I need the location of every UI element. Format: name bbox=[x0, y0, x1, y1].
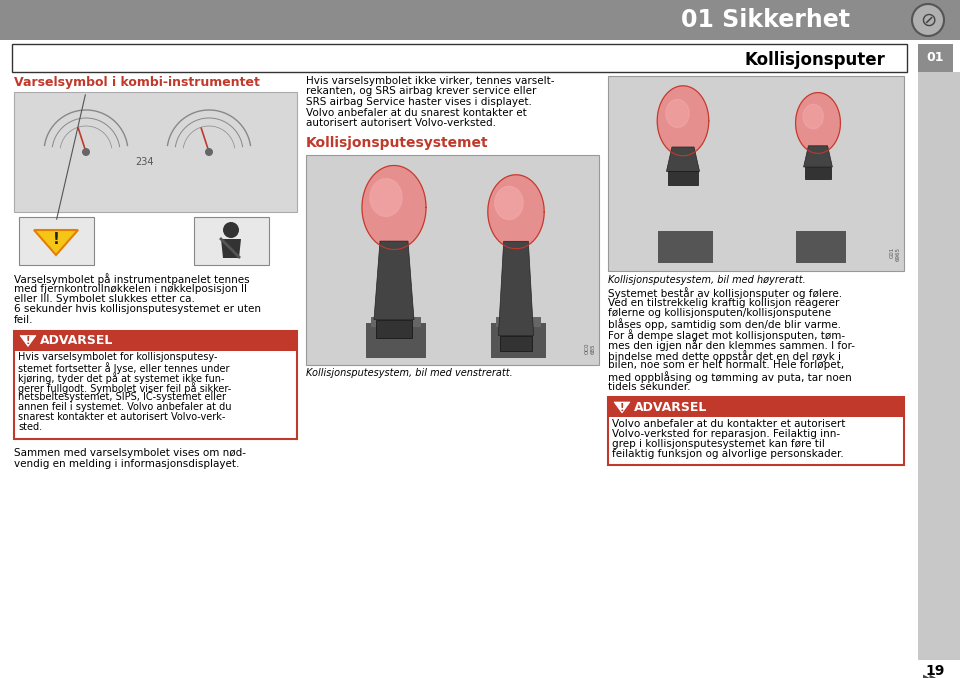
Bar bbox=[376, 319, 412, 338]
Text: ADVARSEL: ADVARSEL bbox=[40, 334, 113, 348]
Polygon shape bbox=[370, 178, 402, 216]
Bar bbox=[608, 397, 904, 465]
Text: !: ! bbox=[26, 336, 31, 346]
Circle shape bbox=[912, 4, 944, 36]
Text: sted.: sted. bbox=[18, 422, 42, 433]
Text: med fjernkontrollnøkkelen i nøkkelposisjon II: med fjernkontrollnøkkelen i nøkkelposisj… bbox=[14, 283, 247, 294]
Text: Systemet består av kollisjonsputer og følere.: Systemet består av kollisjonsputer og fø… bbox=[608, 287, 842, 299]
Text: Volvo-verksted for reparasjon. Feilaktig inn-: Volvo-verksted for reparasjon. Feilaktig… bbox=[612, 429, 840, 439]
Bar bbox=[12, 44, 907, 72]
Polygon shape bbox=[666, 100, 689, 127]
Text: OC0
685: OC0 685 bbox=[586, 343, 596, 355]
Bar bbox=[371, 317, 421, 327]
Text: Varselsymbol i kombi-instrumentet: Varselsymbol i kombi-instrumentet bbox=[14, 76, 260, 89]
Text: vendig en melding i informasjonsdisplayet.: vendig en melding i informasjonsdisplaye… bbox=[14, 459, 239, 469]
Text: 01 Sikkerhet: 01 Sikkerhet bbox=[681, 8, 850, 32]
Polygon shape bbox=[20, 336, 36, 346]
Text: grep i kollisjonsputesystemet kan føre til: grep i kollisjonsputesystemet kan føre t… bbox=[612, 439, 825, 449]
Polygon shape bbox=[658, 86, 708, 156]
Bar bbox=[918, 72, 960, 660]
Text: kjøring, tyder det på at systemet ikke fun-: kjøring, tyder det på at systemet ikke f… bbox=[18, 372, 225, 384]
Text: 19: 19 bbox=[925, 664, 945, 678]
Polygon shape bbox=[488, 175, 544, 249]
Text: Hvis varselsymbolet for kollisjonsputesy-: Hvis varselsymbolet for kollisjonsputesy… bbox=[18, 353, 218, 363]
Text: snarest kontakter et autorisert Volvo-verk-: snarest kontakter et autorisert Volvo-ve… bbox=[18, 412, 226, 422]
Polygon shape bbox=[34, 230, 78, 255]
Bar bbox=[796, 231, 846, 263]
Polygon shape bbox=[666, 147, 700, 172]
Text: Hvis varselsymbolet ikke virker, tennes varselt-: Hvis varselsymbolet ikke virker, tennes … bbox=[306, 76, 555, 86]
Bar bbox=[14, 92, 297, 212]
Text: ⊘: ⊘ bbox=[920, 10, 936, 30]
Bar bbox=[805, 167, 830, 179]
Bar bbox=[14, 330, 297, 439]
Text: hetsbeltesystemet, SIPS, IC-systemet eller: hetsbeltesystemet, SIPS, IC-systemet ell… bbox=[18, 393, 226, 403]
Text: SRS airbag Service haster vises i displayet.: SRS airbag Service haster vises i displa… bbox=[306, 97, 532, 107]
Polygon shape bbox=[221, 239, 241, 258]
Text: Ved en tilstrekkelig kraftig kollisjon reagerer: Ved en tilstrekkelig kraftig kollisjon r… bbox=[608, 298, 839, 308]
Text: Kollisjonsputesystem, bil med venstreratt.: Kollisjonsputesystem, bil med venstrerat… bbox=[306, 369, 513, 378]
Bar bbox=[14, 330, 297, 351]
Text: feilaktig funksjon og alvorlige personskader.: feilaktig funksjon og alvorlige personsk… bbox=[612, 449, 844, 459]
Polygon shape bbox=[374, 241, 414, 319]
Text: Volvo anbefaler at du snarest kontakter et: Volvo anbefaler at du snarest kontakter … bbox=[306, 108, 527, 117]
Text: bilen, noe som er helt normalt. Hele forløpet,: bilen, noe som er helt normalt. Hele for… bbox=[608, 361, 844, 370]
Text: tidels sekunder.: tidels sekunder. bbox=[608, 382, 690, 391]
Polygon shape bbox=[804, 146, 832, 167]
Text: feil.: feil. bbox=[14, 315, 34, 325]
Text: Kollisjonsputesystem, bil med høyreratt.: Kollisjonsputesystem, bil med høyreratt. bbox=[608, 275, 805, 285]
Text: Kollisjonsputer: Kollisjonsputer bbox=[744, 51, 885, 69]
Text: rekanten, og SRS airbag krever service eller: rekanten, og SRS airbag krever service e… bbox=[306, 87, 537, 96]
Text: annen feil i systemet. Volvo anbefaler at du: annen feil i systemet. Volvo anbefaler a… bbox=[18, 403, 231, 412]
Text: For å dempe slaget mot kollisjonsputen, tøm-: For å dempe slaget mot kollisjonsputen, … bbox=[608, 329, 845, 341]
Text: !: ! bbox=[53, 231, 60, 247]
Text: gerer fullgodt. Symbolet viser feil på sikker-: gerer fullgodt. Symbolet viser feil på s… bbox=[18, 382, 231, 395]
Bar bbox=[496, 317, 541, 327]
Bar bbox=[608, 397, 904, 417]
Text: 6 sekunder hvis kollisjonsputesystemet er uten: 6 sekunder hvis kollisjonsputesystemet e… bbox=[14, 304, 261, 315]
Text: ADVARSEL: ADVARSEL bbox=[634, 401, 708, 414]
Circle shape bbox=[82, 148, 90, 156]
Text: Kollisjonsputesystemet: Kollisjonsputesystemet bbox=[306, 136, 489, 151]
Text: følerne og kollisjonsputen/kollisjonsputene: følerne og kollisjonsputen/kollisjonsput… bbox=[608, 308, 831, 318]
Bar bbox=[608, 76, 904, 271]
Polygon shape bbox=[362, 165, 426, 250]
Bar bbox=[658, 231, 713, 263]
Text: blåses opp, samtidig som den/de blir varme.: blåses opp, samtidig som den/de blir var… bbox=[608, 319, 841, 330]
Text: med oppblåsing og tømming av puta, tar noen: med oppblåsing og tømming av puta, tar n… bbox=[608, 371, 852, 383]
Bar bbox=[366, 323, 426, 357]
Text: stemet fortsetter å lyse, eller tennes under: stemet fortsetter å lyse, eller tennes u… bbox=[18, 363, 229, 374]
Bar bbox=[0, 660, 960, 678]
Text: G01
6965: G01 6965 bbox=[890, 247, 901, 261]
Text: 01: 01 bbox=[926, 51, 944, 64]
Bar bbox=[19, 217, 94, 265]
Bar bbox=[0, 0, 960, 40]
Bar bbox=[500, 336, 532, 351]
Text: ▶▶: ▶▶ bbox=[923, 673, 938, 678]
Text: Varselsymbolet på instrumentpanelet tennes: Varselsymbolet på instrumentpanelet tenn… bbox=[14, 273, 250, 285]
Text: !: ! bbox=[620, 403, 624, 413]
Text: eller III. Symbolet slukkes etter ca.: eller III. Symbolet slukkes etter ca. bbox=[14, 294, 195, 304]
Polygon shape bbox=[804, 104, 824, 129]
Circle shape bbox=[223, 222, 239, 238]
Polygon shape bbox=[495, 186, 523, 220]
Bar bbox=[194, 217, 269, 265]
Text: autorisert autorisert Volvo-verksted.: autorisert autorisert Volvo-verksted. bbox=[306, 118, 496, 128]
Circle shape bbox=[205, 148, 213, 156]
Text: 234: 234 bbox=[134, 157, 154, 167]
Polygon shape bbox=[796, 93, 840, 153]
Bar bbox=[918, 44, 953, 72]
Polygon shape bbox=[614, 402, 630, 413]
Text: Sammen med varselsymbolet vises om nød-: Sammen med varselsymbolet vises om nød- bbox=[14, 449, 246, 458]
Bar bbox=[306, 155, 599, 365]
Bar bbox=[491, 323, 546, 357]
Text: Volvo anbefaler at du kontakter et autorisert: Volvo anbefaler at du kontakter et autor… bbox=[612, 419, 846, 429]
Bar bbox=[668, 172, 698, 185]
Text: bindelse med dette oppstår det en del røyk i: bindelse med dette oppstår det en del rø… bbox=[608, 350, 841, 362]
Polygon shape bbox=[498, 241, 534, 336]
Text: mes den igjen når den klemmes sammen. I for-: mes den igjen når den klemmes sammen. I … bbox=[608, 340, 855, 351]
